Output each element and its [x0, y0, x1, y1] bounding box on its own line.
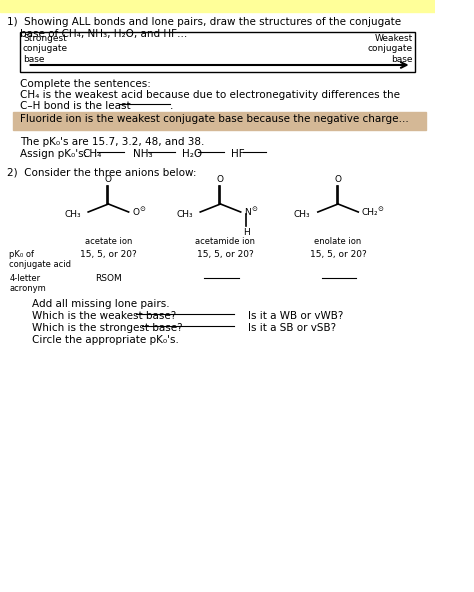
Text: CH₄ is the weakest acid because due to electronegativity differences the: CH₄ is the weakest acid because due to e… — [20, 90, 400, 100]
Text: enolate ion: enolate ion — [314, 237, 362, 246]
Text: ⊙: ⊙ — [252, 206, 257, 212]
Text: 2)  Consider the three anions below:: 2) Consider the three anions below: — [8, 167, 197, 177]
Text: Is it a SB or vSB?: Is it a SB or vSB? — [248, 323, 336, 333]
Text: Weakest
conjugate
base: Weakest conjugate base — [367, 34, 412, 64]
Text: .: . — [170, 101, 173, 111]
Text: pK₀ of
conjugate acid: pK₀ of conjugate acid — [9, 250, 71, 269]
Text: 15, 5, or 20?: 15, 5, or 20? — [310, 250, 366, 259]
Text: CH₃: CH₃ — [294, 210, 310, 218]
Text: Strongest
conjugate
base: Strongest conjugate base — [23, 34, 68, 64]
Text: Is it a WB or vWB?: Is it a WB or vWB? — [248, 311, 343, 321]
Bar — [13, 112, 426, 130]
Bar — [20, 32, 415, 72]
Text: 15, 5, or 20?: 15, 5, or 20? — [80, 250, 137, 259]
Text: Fluoride ion is the weakest conjugate base because the negative charge…: Fluoride ion is the weakest conjugate ba… — [20, 114, 409, 124]
Text: H: H — [243, 228, 250, 237]
Bar — [0, 0, 436, 12]
Text: O: O — [217, 175, 224, 184]
Text: 15, 5, or 20?: 15, 5, or 20? — [197, 250, 254, 259]
Text: Circle the appropriate pK₀'s.: Circle the appropriate pK₀'s. — [32, 335, 179, 345]
Text: CH₃: CH₃ — [64, 210, 81, 218]
Text: RSOM: RSOM — [95, 274, 122, 283]
Text: O: O — [335, 175, 342, 184]
Text: O: O — [132, 208, 139, 217]
Text: 1)  Showing ALL bonds and lone pairs, draw the structures of the conjugate: 1) Showing ALL bonds and lone pairs, dra… — [8, 17, 401, 27]
Text: HF: HF — [231, 149, 245, 159]
Text: NH₃: NH₃ — [133, 149, 153, 159]
Text: O: O — [105, 175, 112, 184]
Text: Assign pK₀'s:: Assign pK₀'s: — [20, 149, 88, 159]
Text: C–H bond is the least: C–H bond is the least — [20, 101, 131, 111]
Text: ⊙: ⊙ — [140, 206, 146, 212]
Text: Which is the strongest base?: Which is the strongest base? — [32, 323, 183, 333]
Text: The pK₀'s are 15.7, 3.2, 48, and 38.: The pK₀'s are 15.7, 3.2, 48, and 38. — [20, 137, 205, 147]
Text: CH₃: CH₃ — [176, 210, 193, 218]
Text: acetamide ion: acetamide ion — [195, 237, 255, 246]
Text: 4-letter
acronym: 4-letter acronym — [9, 274, 46, 294]
Text: N: N — [245, 208, 251, 217]
Text: CH₂: CH₂ — [362, 208, 379, 217]
Text: Complete the sentences:: Complete the sentences: — [20, 79, 151, 89]
Text: acetate ion: acetate ion — [85, 237, 132, 246]
Text: H₂O: H₂O — [182, 149, 202, 159]
Text: base of CH₄, NH₃, H₂O, and HF…: base of CH₄, NH₃, H₂O, and HF… — [20, 29, 188, 39]
Text: ⊙: ⊙ — [378, 206, 383, 212]
Text: Add all missing lone pairs.: Add all missing lone pairs. — [32, 299, 170, 309]
Text: CH₄: CH₄ — [82, 149, 102, 159]
Text: Which is the weakest base?: Which is the weakest base? — [32, 311, 176, 321]
